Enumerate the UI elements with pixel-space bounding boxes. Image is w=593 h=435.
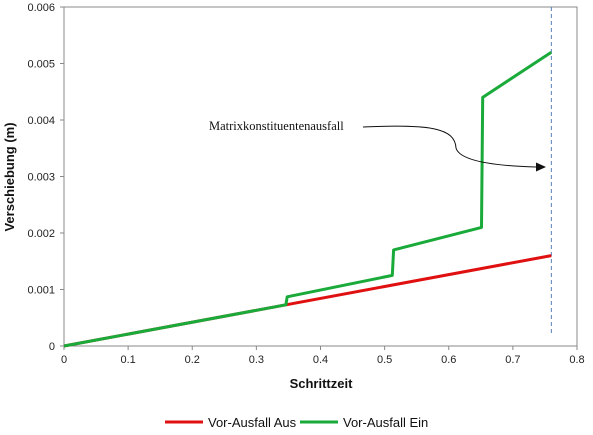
- x-tick-label: 0.7: [505, 354, 520, 366]
- y-tick-label: 0.004: [27, 115, 55, 127]
- x-tick-label: 0.1: [120, 354, 135, 366]
- y-tick-label: 0.003: [27, 172, 55, 184]
- annotation-text: Matrixkonstituentenausfall: [209, 119, 344, 133]
- x-axis-title: Schrittzeit: [290, 376, 354, 391]
- legend-label: Vor-Ausfall Ein: [343, 415, 428, 430]
- y-tick-label: 0: [49, 341, 55, 353]
- legend-label: Vor-Ausfall Aus: [208, 415, 297, 430]
- x-tick-label: 0.4: [313, 354, 328, 366]
- series-group: [63, 50, 553, 348]
- x-tick-label: 0.5: [377, 354, 392, 366]
- axes: 0 0.001 0.002 0.003 0.004 0.005 0.006 0 0.1 0.2 0.…: [27, 2, 584, 366]
- x-tick-label: 0.6: [441, 354, 456, 366]
- annotation-arrow: [362, 125, 537, 168]
- series-line-2: [63, 50, 553, 348]
- y-axis-title: Verschiebung (m): [2, 122, 17, 231]
- y-tick-label: 0.001: [27, 285, 55, 297]
- annotation-arrowhead: [536, 162, 546, 172]
- y-tick-label: 0.006: [27, 2, 55, 14]
- x-tick-label: 0.3: [249, 354, 264, 366]
- y-tick-label: 0.002: [27, 228, 55, 240]
- x-tick-label: 0.2: [185, 354, 200, 366]
- x-tick-label: 0: [61, 354, 67, 366]
- plot-frame: [63, 6, 578, 347]
- legend: Vor-Ausfall Aus Vor-Ausfall Ein: [165, 415, 428, 430]
- x-tick-label: 0.8: [569, 354, 584, 366]
- y-tick-label: 0.005: [27, 59, 55, 71]
- annotation: Matrixkonstituentenausfall: [209, 119, 546, 172]
